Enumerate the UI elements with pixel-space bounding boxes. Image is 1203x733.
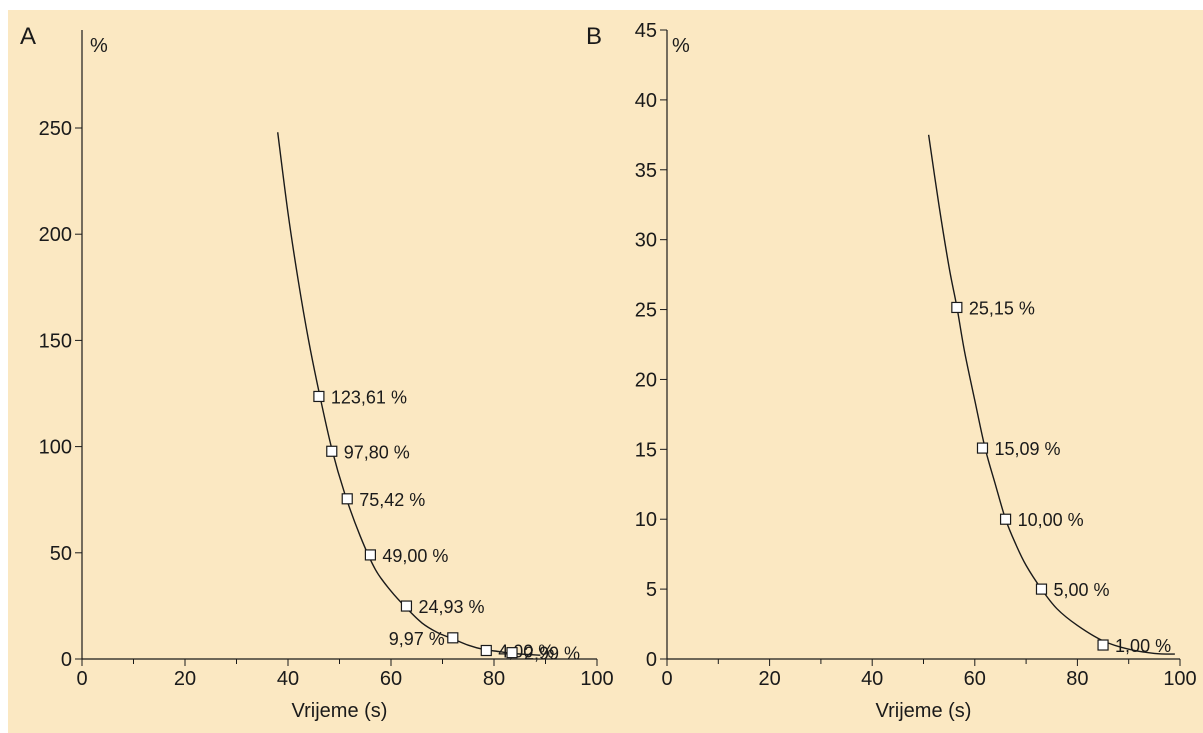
data-point-marker (506, 647, 518, 659)
y-tick-label: 150 (39, 330, 72, 352)
x-tick-label: 80 (483, 668, 505, 690)
data-point-marker (341, 493, 353, 505)
y-tick-label: 100 (39, 437, 72, 459)
data-point-label: 9,97 % (389, 629, 445, 649)
x-tick-label: 0 (661, 668, 672, 690)
data-point-label: 123,61 % (331, 387, 407, 407)
data-point-label: 49,00 % (382, 546, 448, 566)
panel-label: B (586, 23, 602, 50)
x-axis-title: Vrijeme (s) (876, 700, 972, 722)
y-tick-label: 10 (635, 509, 657, 531)
panel-label: A (20, 23, 36, 50)
x-tick-label: 60 (380, 668, 402, 690)
data-point-label: 97,80 % (344, 442, 410, 462)
data-point-marker (1097, 639, 1109, 651)
data-point-marker (951, 301, 963, 314)
data-point-marker (313, 390, 325, 403)
x-tick-label: 40 (861, 668, 883, 690)
y-tick-label: 30 (635, 230, 657, 252)
data-point-marker (447, 632, 459, 644)
x-tick-label: 0 (76, 668, 87, 690)
y-axis-unit-label: % (672, 35, 690, 57)
y-axis-unit-label: % (90, 35, 108, 57)
data-point-marker (326, 445, 338, 457)
data-point-label: 75,42 % (359, 490, 425, 510)
x-tick-label: 80 (1066, 668, 1088, 690)
x-tick-label: 100 (580, 668, 613, 690)
chart-panel-b: 0 20 40 60 80 100 0 5 10 15 20 25 30 35 40 45 B % Vrijeme … (586, 20, 1197, 722)
y-tick-label: 0 (61, 649, 72, 671)
data-point-marker (976, 442, 989, 454)
data-point-marker (364, 549, 376, 561)
y-tick-label: 250 (39, 118, 72, 140)
data-point-label: 5,00 % (1053, 580, 1109, 600)
y-tick-label: 50 (50, 543, 72, 565)
data-point-marker (1035, 583, 1048, 595)
y-tick-label: 20 (635, 369, 657, 391)
y-tick-label: 0 (646, 649, 657, 671)
data-point-label: 1,00 % (1115, 636, 1171, 656)
y-tick-label: 5 (646, 579, 657, 601)
x-tick-label: 20 (174, 668, 196, 690)
data-point-marker (480, 644, 492, 657)
y-tick-label: 45 (635, 20, 657, 42)
chart-panel-a: 0 20 40 60 80 100 0 50 100 150 200 250 A % Vrijeme (s)… (20, 23, 614, 722)
data-point-marker (400, 600, 413, 612)
data-point-label: 2,99 % (524, 644, 580, 664)
y-tick-label: 15 (635, 439, 657, 461)
y-tick-label: 40 (635, 90, 657, 112)
x-tick-label: 60 (964, 668, 986, 690)
data-point-marker (999, 513, 1012, 525)
x-axis-title: Vrijeme (s) (292, 700, 388, 722)
figure-background (8, 10, 1203, 733)
y-tick-label: 25 (635, 300, 657, 322)
data-point-label: 24,93 % (418, 597, 484, 617)
series-curve (277, 132, 541, 656)
y-tick-label: 35 (635, 160, 657, 182)
x-tick-label: 20 (758, 668, 780, 690)
x-tick-label: 40 (277, 668, 299, 690)
data-point-label: 15,09 % (994, 439, 1060, 459)
data-point-label: 10,00 % (1018, 510, 1084, 530)
y-tick-label: 200 (39, 224, 72, 246)
data-point-label: 25,15 % (969, 298, 1035, 318)
x-tick-label: 100 (1163, 668, 1196, 690)
